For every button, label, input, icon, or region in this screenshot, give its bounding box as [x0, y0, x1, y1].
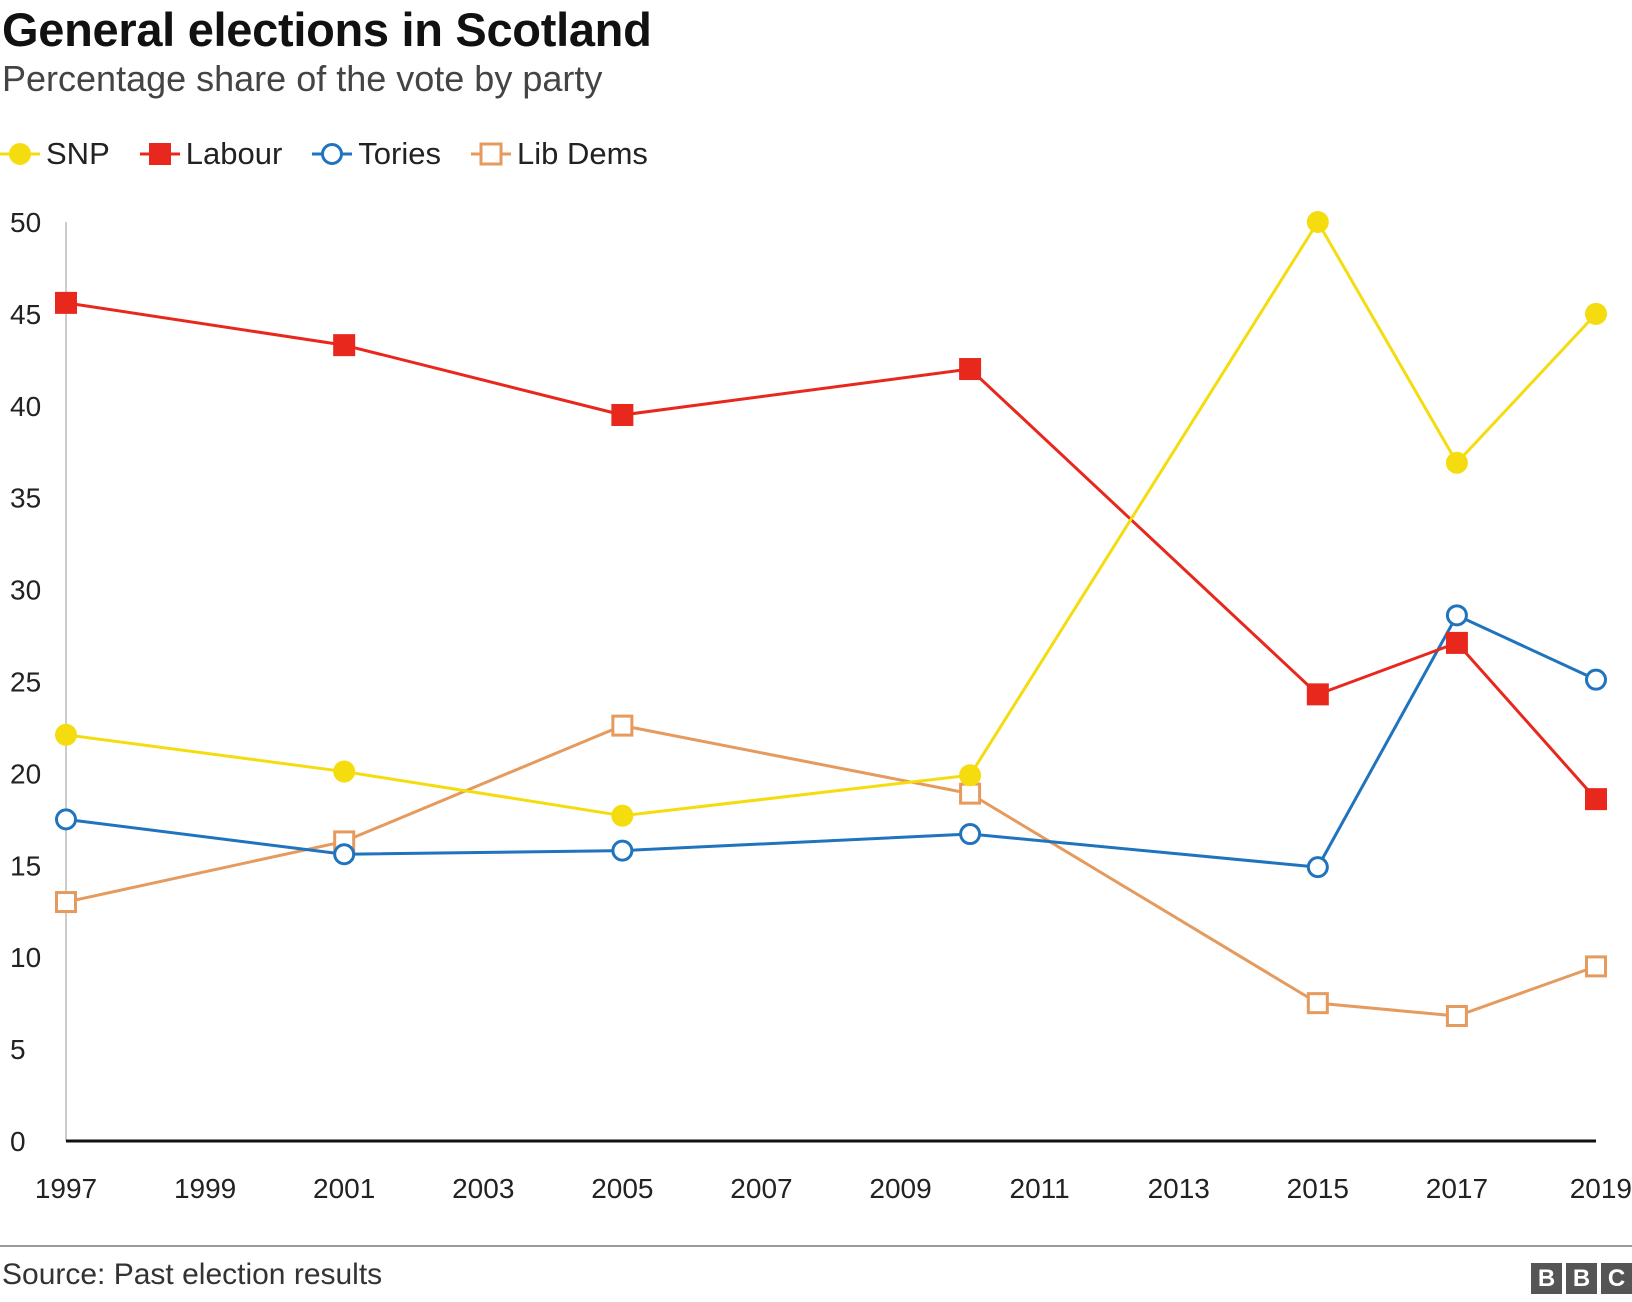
point-lib-dems-2005 — [611, 714, 634, 737]
point-tories-1997 — [55, 808, 77, 831]
point-snp-1997 — [55, 723, 77, 746]
legend-tories-marker — [312, 143, 353, 165]
x-tick-label-2011: 2011 — [1010, 1173, 1070, 1200]
point-tories-2015 — [1306, 856, 1329, 879]
point-snp-2015 — [1306, 211, 1329, 233]
legend-item-snp: SNP — [0, 136, 110, 172]
chart-title: General elections in Scotland — [2, 3, 652, 56]
point-labour-2015 — [1306, 683, 1329, 706]
y-tick-label-30: 30 — [10, 575, 41, 606]
x-tick-label-2017: 2017 — [1426, 1173, 1488, 1200]
legend-item-tories: Tories — [312, 136, 441, 172]
footer-divider — [0, 1245, 1632, 1247]
x-tick-label-1999: 1999 — [174, 1173, 236, 1200]
y-tick-label-50: 50 — [10, 207, 41, 238]
point-tories-2019 — [1585, 668, 1607, 691]
series-line-labour — [65, 301, 1598, 801]
point-labour-2019 — [1585, 788, 1607, 811]
legend-label-libdems: Lib Dems — [516, 136, 648, 171]
point-snp-2005 — [611, 804, 634, 827]
point-labour-2017 — [1445, 631, 1468, 654]
x-tick-label-2009: 2009 — [869, 1173, 931, 1200]
point-lib-dems-2010 — [959, 782, 982, 805]
y-tick-label-5: 5 — [10, 1034, 26, 1065]
y-tick-label-20: 20 — [10, 758, 41, 789]
x-tick-label-2003: 2003 — [452, 1173, 514, 1200]
legend-item-libdems: Lib Dems — [470, 136, 648, 172]
point-snp-2001 — [333, 760, 356, 783]
series-line-tories — [65, 613, 1597, 869]
y-tick-label-35: 35 — [10, 483, 41, 514]
legend-libdems-marker — [470, 142, 511, 166]
x-tick-label-2013: 2013 — [1148, 1173, 1210, 1200]
point-snp-2010 — [959, 764, 982, 787]
x-tick-label-2007: 2007 — [730, 1173, 792, 1200]
series-line-lib-dems — [65, 724, 1597, 1018]
legend: SNP Labour Tories Lib Dems — [0, 136, 678, 172]
x-tick-label-2015: 2015 — [1287, 1173, 1349, 1200]
y-tick-label-15: 15 — [10, 850, 41, 881]
point-tories-2005 — [611, 839, 634, 862]
point-lib-dems-1997 — [55, 891, 77, 914]
y-tick-label-10: 10 — [10, 942, 41, 973]
x-tick-label-1997: 1997 — [35, 1173, 97, 1200]
point-lib-dems-2015 — [1306, 992, 1329, 1015]
point-lib-dems-2017 — [1445, 1005, 1468, 1028]
series-line-snp — [65, 220, 1598, 818]
legend-snp-marker — [0, 143, 40, 165]
point-labour-2001 — [333, 334, 356, 357]
chart-subtitle: Percentage share of the vote by party — [2, 58, 603, 99]
y-tick-label-45: 45 — [10, 299, 41, 330]
legend-label-snp: SNP — [46, 136, 110, 171]
point-labour-2010 — [959, 358, 982, 381]
point-snp-2019 — [1585, 302, 1607, 325]
legend-label-labour: Labour — [185, 136, 283, 171]
point-snp-2017 — [1445, 451, 1468, 474]
point-tories-2017 — [1445, 604, 1468, 627]
point-labour-2005 — [611, 403, 634, 426]
x-tick-label-2005: 2005 — [591, 1173, 653, 1200]
line-chart: 0 5 10 15 20 25 30 35 40 45 50 1997 1999 2001 2003 2005… — [10, 207, 1632, 1200]
y-tick-label-0: 0 — [10, 1126, 26, 1157]
point-lib-dems-2019 — [1585, 955, 1607, 978]
point-tories-2010 — [959, 823, 982, 846]
legend-label-tories: Tories — [358, 136, 441, 171]
point-labour-1997 — [55, 291, 77, 314]
legend-labour-marker — [139, 143, 180, 165]
y-tick-label-25: 25 — [10, 667, 41, 698]
x-tick-label-2001: 2001 — [313, 1173, 375, 1200]
point-tories-2001 — [333, 843, 356, 866]
legend-item-labour: Labour — [139, 136, 283, 172]
y-tick-label-40: 40 — [10, 391, 41, 422]
x-tick-label-2019: 2019 — [1570, 1173, 1632, 1200]
source-note: Source: Past election results — [2, 1258, 383, 1291]
